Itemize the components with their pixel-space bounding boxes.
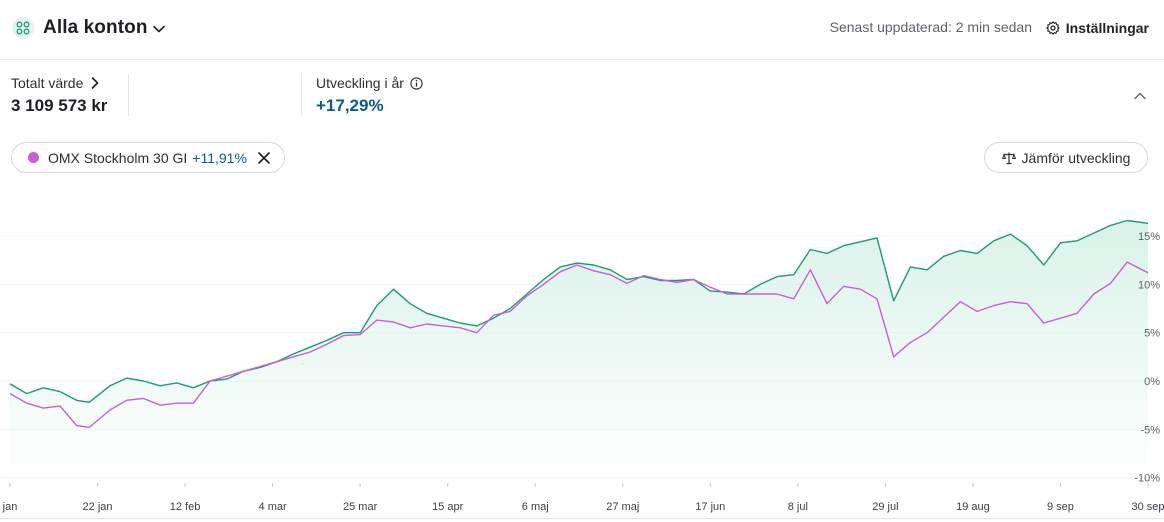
series-color-dot <box>28 152 39 163</box>
portfolio-line <box>9 219 1149 403</box>
y-tick-label: -5% <box>1140 424 1160 436</box>
x-tick-label: 4 mar <box>259 501 287 513</box>
y-tick-label: 0% <box>1144 376 1160 388</box>
x-tick-label: 19 aug <box>956 501 990 513</box>
gear-icon <box>1046 21 1060 35</box>
compare-development-button[interactable]: Jämför utveckling <box>984 142 1148 173</box>
development-label: Utveckling i år <box>316 75 404 91</box>
total-value: 3 109 573 kr <box>11 96 108 115</box>
total-value-stat[interactable]: Totalt värde 3 109 573 kr <box>11 74 107 116</box>
x-tick-label: 8 jul <box>788 501 808 513</box>
scale-icon <box>1001 152 1016 164</box>
divider <box>128 74 129 116</box>
x-tick-label: 25 mar <box>343 501 378 513</box>
x-tick-label: 22 jan <box>83 501 113 513</box>
chevron-right-icon[interactable] <box>89 76 101 90</box>
development-stat: Utveckling i år +17,29% <box>316 74 423 116</box>
x-tick-label: 27 maj <box>606 501 639 513</box>
comparison-index-chip[interactable]: OMX Stockholm 30 GI +11,91% <box>11 142 285 173</box>
y-tick-label: 5% <box>1144 328 1160 340</box>
index-line <box>9 261 1149 429</box>
remove-index-button[interactable] <box>257 151 271 165</box>
index-name: OMX Stockholm 30 GI <box>48 149 188 166</box>
y-tick-label: 15% <box>1138 231 1160 243</box>
last-updated-text: Senast uppdaterad: 2 min sedan <box>829 19 1032 35</box>
development-value: +17,29% <box>316 96 384 115</box>
account-selector-title[interactable]: Alla konton <box>43 17 148 38</box>
x-tick-label: jan <box>2 501 18 513</box>
x-tick-label: 29 jul <box>872 501 898 513</box>
y-tick-label: -10% <box>1134 473 1160 485</box>
index-change: +11,91% <box>192 149 247 166</box>
performance-chart[interactable]: 15% 10% 5% 0% -5% -10% jan 22 jan 12 feb 4 mar 25… <box>0 180 1164 522</box>
y-tick-label: 10% <box>1138 279 1160 291</box>
x-tick-label: 12 feb <box>170 501 201 513</box>
divider <box>301 74 302 116</box>
x-tick-label: 30 sep <box>1131 501 1164 513</box>
top-bar: Alla konton Senast uppdaterad: 2 min sed… <box>0 0 1164 60</box>
chevron-up-icon[interactable] <box>1132 88 1148 104</box>
settings-button[interactable]: Inställningar <box>1046 17 1149 39</box>
close-icon <box>258 151 270 164</box>
x-tick-label: 6 maj <box>522 501 549 513</box>
compare-label: Jämför utveckling <box>1021 149 1131 166</box>
x-tick-label: 9 sep <box>1047 501 1074 513</box>
portfolio-area <box>10 220 1148 481</box>
x-tick-label: 17 jun <box>695 501 725 513</box>
grid-four-circles-icon[interactable] <box>12 17 34 39</box>
settings-label: Inställningar <box>1065 20 1149 36</box>
total-value-label: Totalt värde <box>11 75 84 91</box>
x-tick-label: 15 apr <box>432 501 464 513</box>
divider <box>0 518 1164 519</box>
chevron-down-icon[interactable] <box>151 21 167 37</box>
info-icon[interactable] <box>410 76 423 90</box>
